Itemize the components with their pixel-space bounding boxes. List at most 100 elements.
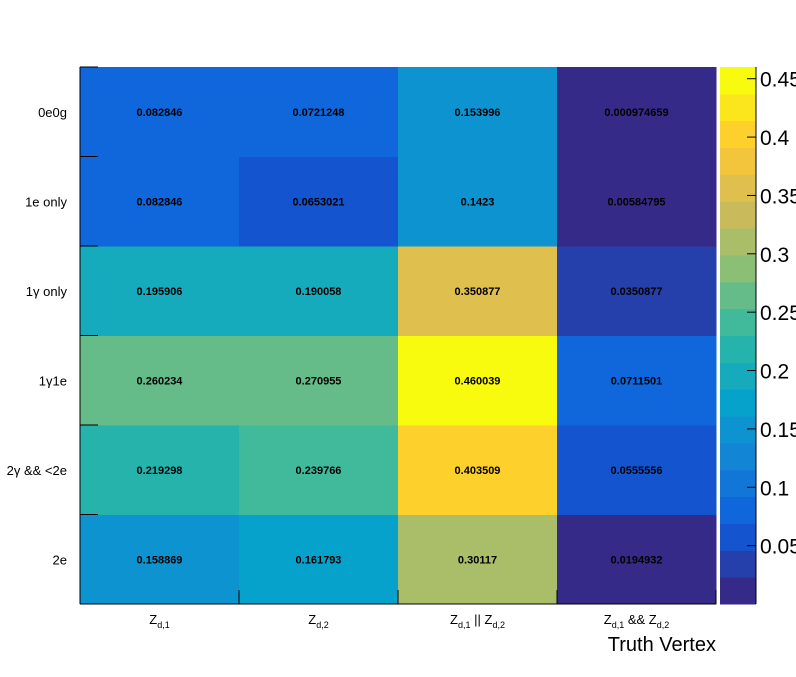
heatmap-cell (398, 246, 558, 336)
colorbar-level (720, 442, 756, 471)
y-tick-label: 1e only (25, 194, 67, 209)
x-tick-label: Zd,1​ (149, 612, 169, 630)
colorbar-level (720, 174, 756, 202)
colorbar-level (720, 120, 756, 149)
colorbar-level (720, 281, 756, 310)
colorbar-tick-label: 0.2 (760, 361, 789, 384)
heatmap-cell (239, 514, 399, 605)
colorbar-level (720, 469, 756, 498)
x-tick-label: Zd,2​ (308, 612, 328, 630)
cell-value-label: 0.0711501 (611, 375, 662, 387)
heatmap-cell (398, 514, 558, 605)
cell-value-label: 0.239766 (296, 465, 342, 477)
cell-value-label: 0.0350877 (611, 286, 663, 298)
colorbar-tick-label: 0.35 (760, 185, 796, 208)
heatmap-cell (80, 335, 240, 426)
heatmap-cell (557, 514, 717, 605)
x-tick-label-operator: && (624, 612, 649, 627)
heatmap-cell (557, 156, 717, 247)
cell-value-label: 0.00584795 (607, 196, 665, 208)
colorbar-tick-label: 0.05 (760, 536, 796, 559)
heatmap-cell (398, 67, 558, 157)
colorbar-level (720, 416, 756, 444)
heatmap-cell (557, 425, 717, 515)
colorbar-tick-label: 0.3 (760, 244, 789, 267)
heatmap-cell (80, 514, 240, 605)
colorbar-level (720, 228, 756, 256)
cell-value-label: 0.082846 (137, 196, 183, 208)
cell-value-label: 0.460039 (455, 375, 501, 387)
cell-value-label: 0.30117 (458, 554, 497, 566)
cell-value-label: 0.403509 (455, 465, 501, 477)
cell-labels-layer: 0.158869 0.161793 0.30117 0.0194932 0.219298… (137, 107, 669, 567)
cell-value-label: 0.219298 (137, 465, 183, 477)
x-tick-label-base: Z (604, 612, 612, 627)
colorbar-level (720, 496, 756, 524)
heatmap-cell (80, 425, 240, 515)
cell-value-label: 0.158869 (137, 554, 183, 566)
cell-value-label: 0.0721248 (293, 107, 345, 119)
x-tick-label-base: Z (484, 612, 492, 627)
cell-value-label: 0.270955 (296, 375, 342, 387)
heatmap-cell (239, 156, 399, 247)
y-tick-label: 1γ only (26, 284, 68, 299)
cell-value-label: 0.1423 (461, 196, 495, 208)
colorbar-level (720, 389, 756, 417)
heatmap-cell (557, 246, 717, 336)
heatmap-cell (239, 425, 399, 515)
colorbar-tick-label: 0.4 (760, 127, 790, 150)
cell-value-label: 0.195906 (137, 286, 183, 298)
x-tick-label-base: Z (308, 612, 316, 627)
cells-layer (80, 67, 717, 605)
x-tick-label-base: Z (649, 612, 657, 627)
colorbar-level (720, 577, 756, 605)
y-tick-label: 2γ && <2e (7, 463, 67, 478)
x-tick-label: Zd,1​ && Zd,2​ (604, 612, 670, 630)
x-tick-label-subscript: d,2 (492, 620, 505, 630)
cell-value-label: 0.153996 (455, 107, 501, 119)
y-tick-label: 2e (53, 552, 67, 567)
x-tick-label-base: Z (450, 612, 458, 627)
colorbar-tick-label: 0.45 (760, 69, 796, 92)
heatmap-cell (239, 67, 399, 157)
colorbar-level (720, 254, 756, 283)
x-tick-label-subscript: d,1 (612, 620, 625, 630)
colorbar-level (720, 362, 756, 390)
x-tick-label-base: Z (149, 612, 157, 627)
x-tick-label-subscript: d,2 (316, 620, 329, 630)
heatmap-cell (80, 246, 240, 336)
x-tick-label: Zd,1​ || Zd,2​ (450, 612, 505, 630)
heatmap-cell (398, 156, 558, 247)
x-tick-label-subscript: d,1 (157, 620, 170, 630)
heatmap-cell (239, 335, 399, 426)
y-tick-label: 1γ1e (39, 373, 67, 388)
colorbar-tick-label: 0.25 (760, 302, 796, 325)
colorbar-level (720, 93, 756, 122)
heatmap-cell (80, 67, 240, 157)
heatmap-cell (80, 156, 240, 247)
cell-value-label: 0.0194932 (611, 554, 663, 566)
cell-value-label: 0.161793 (296, 554, 342, 566)
cell-value-label: 0.350877 (455, 286, 501, 298)
x-tick-label-subscript: d,1 (458, 620, 471, 630)
heatmap-cell (557, 67, 717, 157)
colorbar-level (720, 201, 756, 229)
colorbar-level (720, 550, 756, 578)
cell-value-label: 0.190058 (296, 286, 342, 298)
heatmap-cell (398, 425, 558, 515)
cell-value-label: 0.000974659 (604, 107, 668, 119)
x-axis-title: Truth Vertex (608, 634, 716, 656)
cell-value-label: 0.0555556 (611, 465, 663, 477)
colorbar-level (720, 67, 756, 95)
x-tick-label-subscript: d,2 (657, 620, 670, 630)
colorbar-tick-label: 0.15 (760, 419, 796, 442)
colorbar-tick-label: 0.1 (760, 477, 789, 500)
colorbar-level (720, 523, 756, 551)
cell-value-label: 0.260234 (137, 375, 184, 387)
heatmap-cell (398, 335, 558, 426)
heatmap-cell (557, 335, 717, 426)
x-tick-label-operator: || (471, 612, 485, 627)
